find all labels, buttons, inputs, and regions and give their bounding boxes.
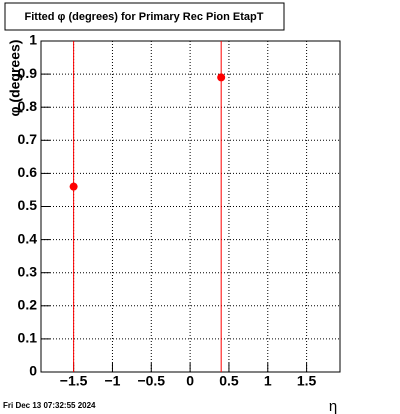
x-tick-label: −0.5: [137, 373, 165, 389]
y-tick-label: 0.7: [18, 131, 38, 147]
y-tick-label: 0.4: [18, 230, 38, 246]
y-tick-label: 1: [29, 32, 37, 48]
y-tick-label: 0.3: [18, 263, 38, 279]
timestamp: Fri Dec 13 07:32:55 2024: [3, 401, 96, 410]
y-tick-label: 0.8: [18, 98, 38, 114]
y-tick-label: 0.1: [18, 330, 38, 346]
x-tick-label: 0: [186, 373, 194, 389]
title-box: [4, 2, 285, 31]
y-tick-label: 0: [29, 363, 37, 379]
x-axis-label: η: [329, 398, 337, 414]
x-tick-label: −1.5: [60, 373, 88, 389]
plot-frame: [40, 40, 341, 373]
y-tick-label: 0.2: [18, 297, 38, 313]
chart-title: Fitted φ (degrees) for Primary Rec Pion …: [25, 11, 264, 23]
y-tick-label: 0.9: [18, 65, 38, 81]
y-tick-label: 0.6: [18, 164, 38, 180]
x-tick-label: 1.5: [297, 373, 317, 389]
x-tick-label: 1: [264, 373, 272, 389]
point: [69, 182, 78, 191]
point: [217, 73, 226, 82]
x-tick-label: 0.5: [219, 373, 239, 389]
y-axis-label: φ (degrees): [7, 40, 23, 117]
y-tick-label: 0.5: [18, 197, 38, 213]
x-tick-label: −1: [104, 373, 120, 389]
